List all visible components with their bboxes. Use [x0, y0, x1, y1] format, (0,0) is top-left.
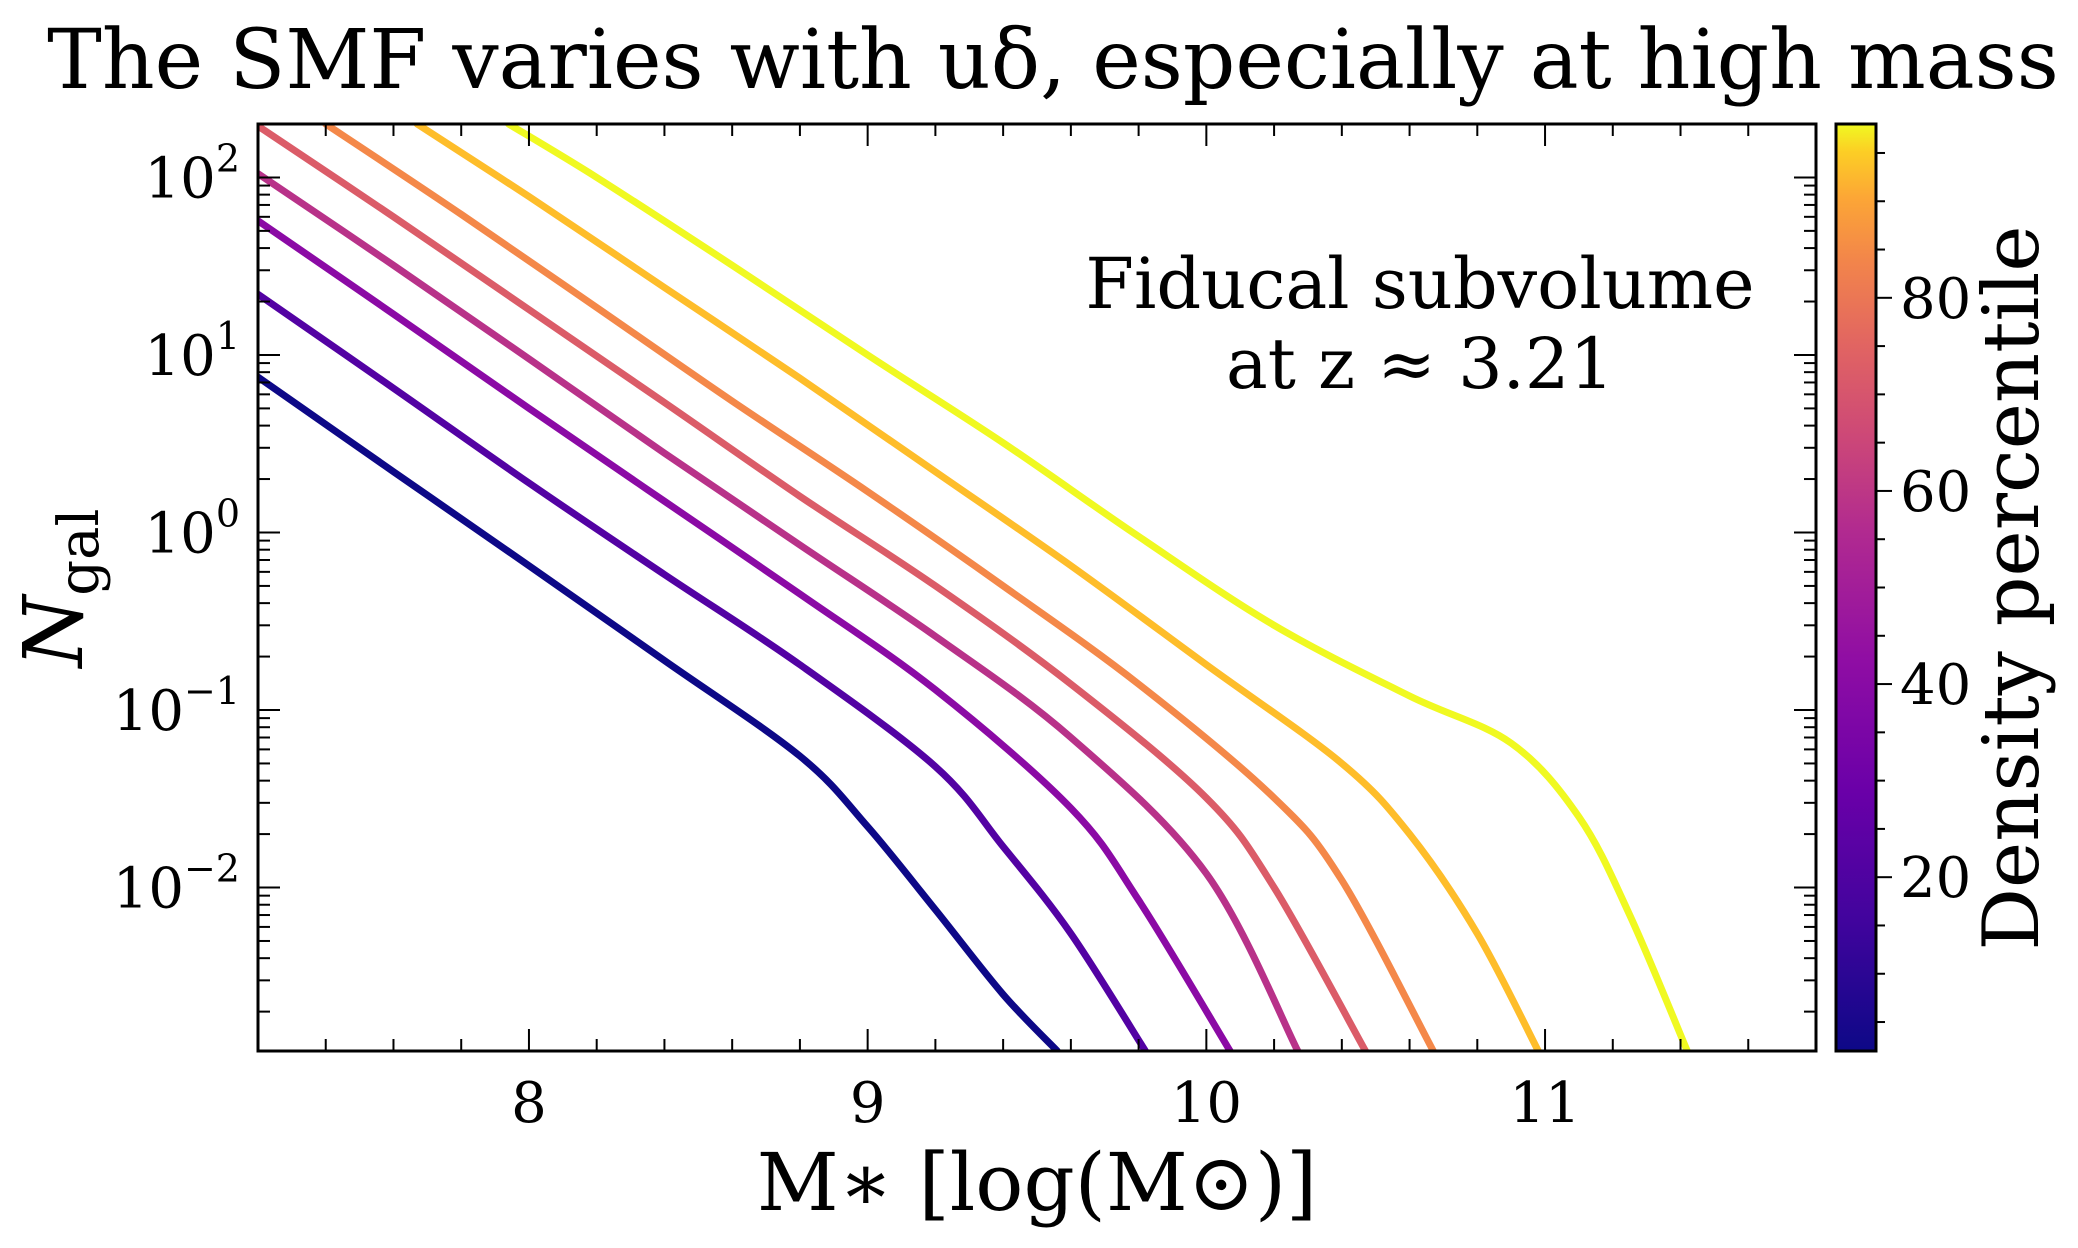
annotation-line-2: at z ≈ 3.21 — [1226, 323, 1614, 405]
chart-title: The SMF varies with uδ, especially at hi… — [47, 13, 2059, 108]
y-tick-label: 101 — [145, 314, 240, 389]
colorbar-tick-label: 60 — [1900, 460, 1971, 525]
series-line-p2 — [258, 373, 1061, 1051]
y-tick-label: 100 — [145, 491, 240, 566]
x-axis-label: M∗ [log(M⊙)] — [757, 1136, 1317, 1229]
series-line-p72 — [322, 124, 1437, 1051]
y-axis-label: Ngal — [7, 509, 112, 670]
series-line-p16 — [258, 290, 1149, 1051]
series-line-p98 — [505, 124, 1691, 1051]
annotation-line-1: Fiducal subvolume — [1085, 243, 1754, 325]
x-tick-label: 8 — [511, 1071, 547, 1136]
series-line-p44 — [258, 170, 1302, 1051]
series-line-p30 — [258, 217, 1234, 1051]
y-tick-label: 102 — [145, 136, 240, 211]
colorbar-label: Density percentile — [1967, 226, 2057, 951]
series-line-p58 — [258, 124, 1369, 1051]
plot-frame — [256, 122, 1818, 1053]
x-tick-label: 10 — [1171, 1071, 1242, 1136]
colorbar — [1834, 122, 1878, 1053]
colorbar-tick-label: 40 — [1900, 653, 1971, 718]
y-tick-label: 10−1 — [113, 669, 240, 744]
x-tick-label: 9 — [850, 1071, 886, 1136]
colorbar-tick-label: 20 — [1900, 846, 1971, 911]
colorbar-tick-label: 80 — [1900, 267, 1971, 332]
y-tick-label: 10−2 — [113, 847, 240, 922]
x-tick-label: 11 — [1509, 1071, 1580, 1136]
series-line-p86 — [413, 124, 1542, 1051]
